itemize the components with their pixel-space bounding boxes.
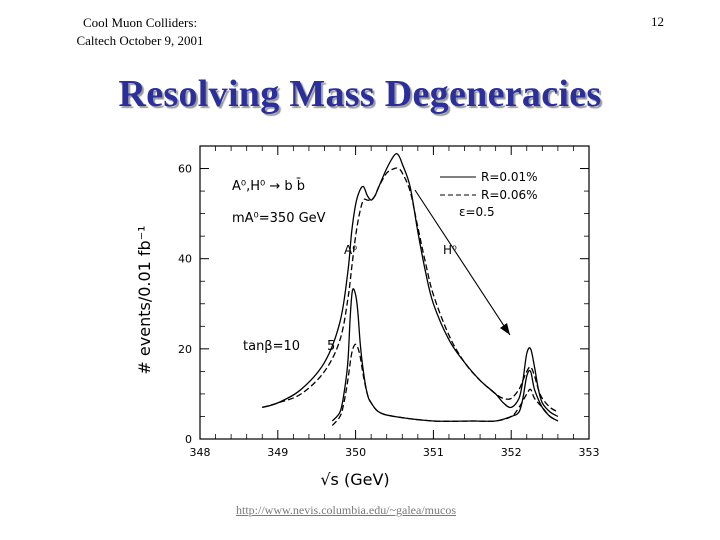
plot-frame (199, 145, 590, 440)
annotation-mass: mA⁰=350 GeV (232, 211, 326, 226)
annotation-tanbeta: tanβ=10 (243, 339, 300, 354)
x-tick-label: 349 (267, 446, 288, 459)
source-link[interactable]: http://www.nevis.columbia.edu/~galea/muc… (236, 503, 457, 517)
x-tick-label: 348 (190, 446, 211, 459)
y-axis-label: # events/0.01 fb⁻¹ (135, 225, 154, 374)
y-tick-label: 40 (178, 253, 192, 266)
x-tick-label: 351 (423, 446, 444, 459)
legend-label-1: R=0.01% (481, 170, 538, 184)
annotation-tanbeta-alt: 5 (327, 339, 335, 354)
legend-label-2: R=0.06% (481, 188, 538, 202)
header-line-2: Caltech October 9, 2001 (76, 33, 204, 48)
slide-title: Resolving Mass Degeneracies (118, 73, 602, 115)
y-tick-label: 0 (185, 433, 192, 446)
legend: R=0.01% R=0.06% ε=0.5 (440, 170, 538, 219)
series-line-2 (262, 167, 559, 413)
series-layer (262, 152, 559, 426)
header-line-1: Cool Muon Colliders: (82, 15, 198, 30)
series-line-3 (331, 288, 559, 422)
x-axis-label: √s (GeV) (320, 470, 389, 489)
y-axis: 0 20 40 60 (178, 145, 589, 446)
annotation-peak-h: H⁰ (443, 243, 457, 257)
header-info: Cool Muon Colliders: Caltech October 9, … (60, 14, 220, 50)
arrow-head (500, 323, 510, 335)
annotation-process: A⁰,H⁰ → b b̄ (232, 179, 305, 194)
annotation-peak-a: A⁰ (344, 243, 357, 257)
x-tick-label: 352 (501, 446, 522, 459)
series-line-1 (262, 152, 559, 418)
y-tick-label: 20 (178, 343, 192, 356)
x-tick-label: 353 (579, 446, 600, 459)
y-tick-label: 60 (178, 163, 192, 176)
x-tick-label: 350 (345, 446, 366, 459)
mass-spectrum-chart: 348 349 350 351 352 353 0 20 40 60 √s (GeV) # ev… (135, 145, 600, 489)
x-axis: 348 349 350 351 352 353 (190, 146, 600, 459)
page-number: 12 (651, 14, 664, 29)
arrow-shaft (414, 189, 511, 336)
series-line-4 (331, 343, 559, 426)
legend-label-3: ε=0.5 (459, 205, 495, 219)
